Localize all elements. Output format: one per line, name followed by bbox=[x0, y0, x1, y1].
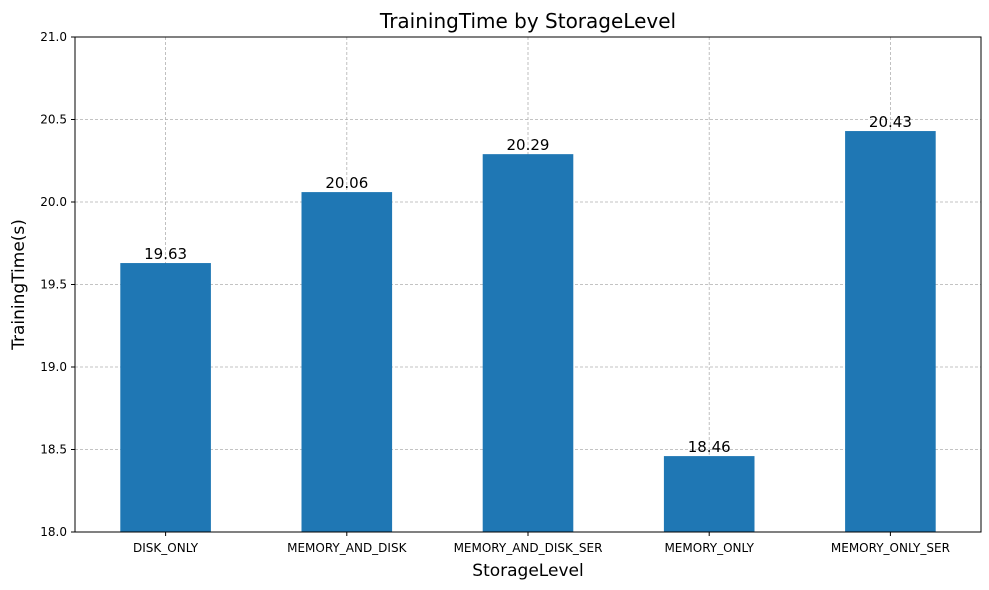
bar bbox=[301, 192, 393, 532]
data-label: 20.29 bbox=[507, 136, 550, 154]
y-tick-label: 21.0 bbox=[40, 30, 67, 44]
data-label: 20.43 bbox=[869, 113, 912, 131]
y-axis-title: TrainingTime(s) bbox=[9, 219, 29, 351]
y-tick-label: 20.5 bbox=[40, 113, 67, 127]
y-tick-label: 19.0 bbox=[40, 360, 67, 374]
y-tick-label: 19.5 bbox=[40, 278, 67, 292]
x-tick-label: MEMORY_AND_DISK_SER bbox=[454, 541, 603, 555]
bar bbox=[482, 154, 574, 532]
x-tick-label: DISK_ONLY bbox=[133, 541, 199, 555]
y-axis: 18.0 18.5 19.0 19.5 20.0 20.5 21.0 bbox=[40, 30, 75, 539]
bar bbox=[663, 456, 755, 532]
y-tick-label: 18.5 bbox=[40, 443, 67, 457]
data-labels: 19.63 20.06 20.29 18.46 20.43 bbox=[144, 113, 912, 456]
chart-title: TrainingTime by StorageLevel bbox=[379, 9, 676, 33]
y-tick-label: 20.0 bbox=[40, 195, 67, 209]
data-label: 19.63 bbox=[144, 245, 187, 263]
bar bbox=[845, 131, 936, 533]
data-label: 18.46 bbox=[688, 438, 731, 456]
x-tick-label: MEMORY_ONLY_SER bbox=[831, 541, 950, 555]
data-label: 20.06 bbox=[325, 174, 368, 192]
x-axis: DISK_ONLY MEMORY_AND_DISK MEMORY_AND_DISK_… bbox=[133, 532, 950, 555]
x-tick-label: MEMORY_AND_DISK bbox=[287, 541, 407, 555]
y-tick-label: 18.0 bbox=[40, 525, 67, 539]
bar bbox=[120, 263, 211, 532]
bars bbox=[120, 131, 936, 533]
x-tick-label: MEMORY_ONLY bbox=[664, 541, 754, 555]
x-axis-title: StorageLevel bbox=[472, 561, 583, 581]
